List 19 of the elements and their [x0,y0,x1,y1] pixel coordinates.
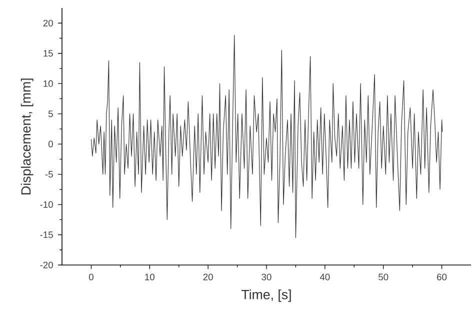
y-tick-label: 0 [48,140,53,148]
y-tick-label: 20 [43,20,53,26]
y-tick-label: -5 [45,171,53,178]
x-tick-label: 0 [88,274,94,280]
y-tick-label: -15 [40,232,53,238]
x-tick-label: 30 [262,274,272,280]
x-tick-label: 40 [320,274,330,280]
x-tick-label: 10 [145,274,154,280]
x-tick-label: 60 [437,274,447,280]
x-tick-label: 50 [378,274,388,280]
y-tick-label: 5 [48,110,53,118]
line-series [90,34,443,238]
x-axis-title: Time, [s] [241,289,291,302]
y-tick-label: 15 [44,50,53,57]
y-tick-label: -20 [40,262,53,268]
y-tick-label: -10 [40,201,53,208]
x-tick-label: 20 [203,274,213,280]
y-tick-label: 10 [44,80,53,87]
y-axis-title: Displacement, [mm] [20,78,34,194]
